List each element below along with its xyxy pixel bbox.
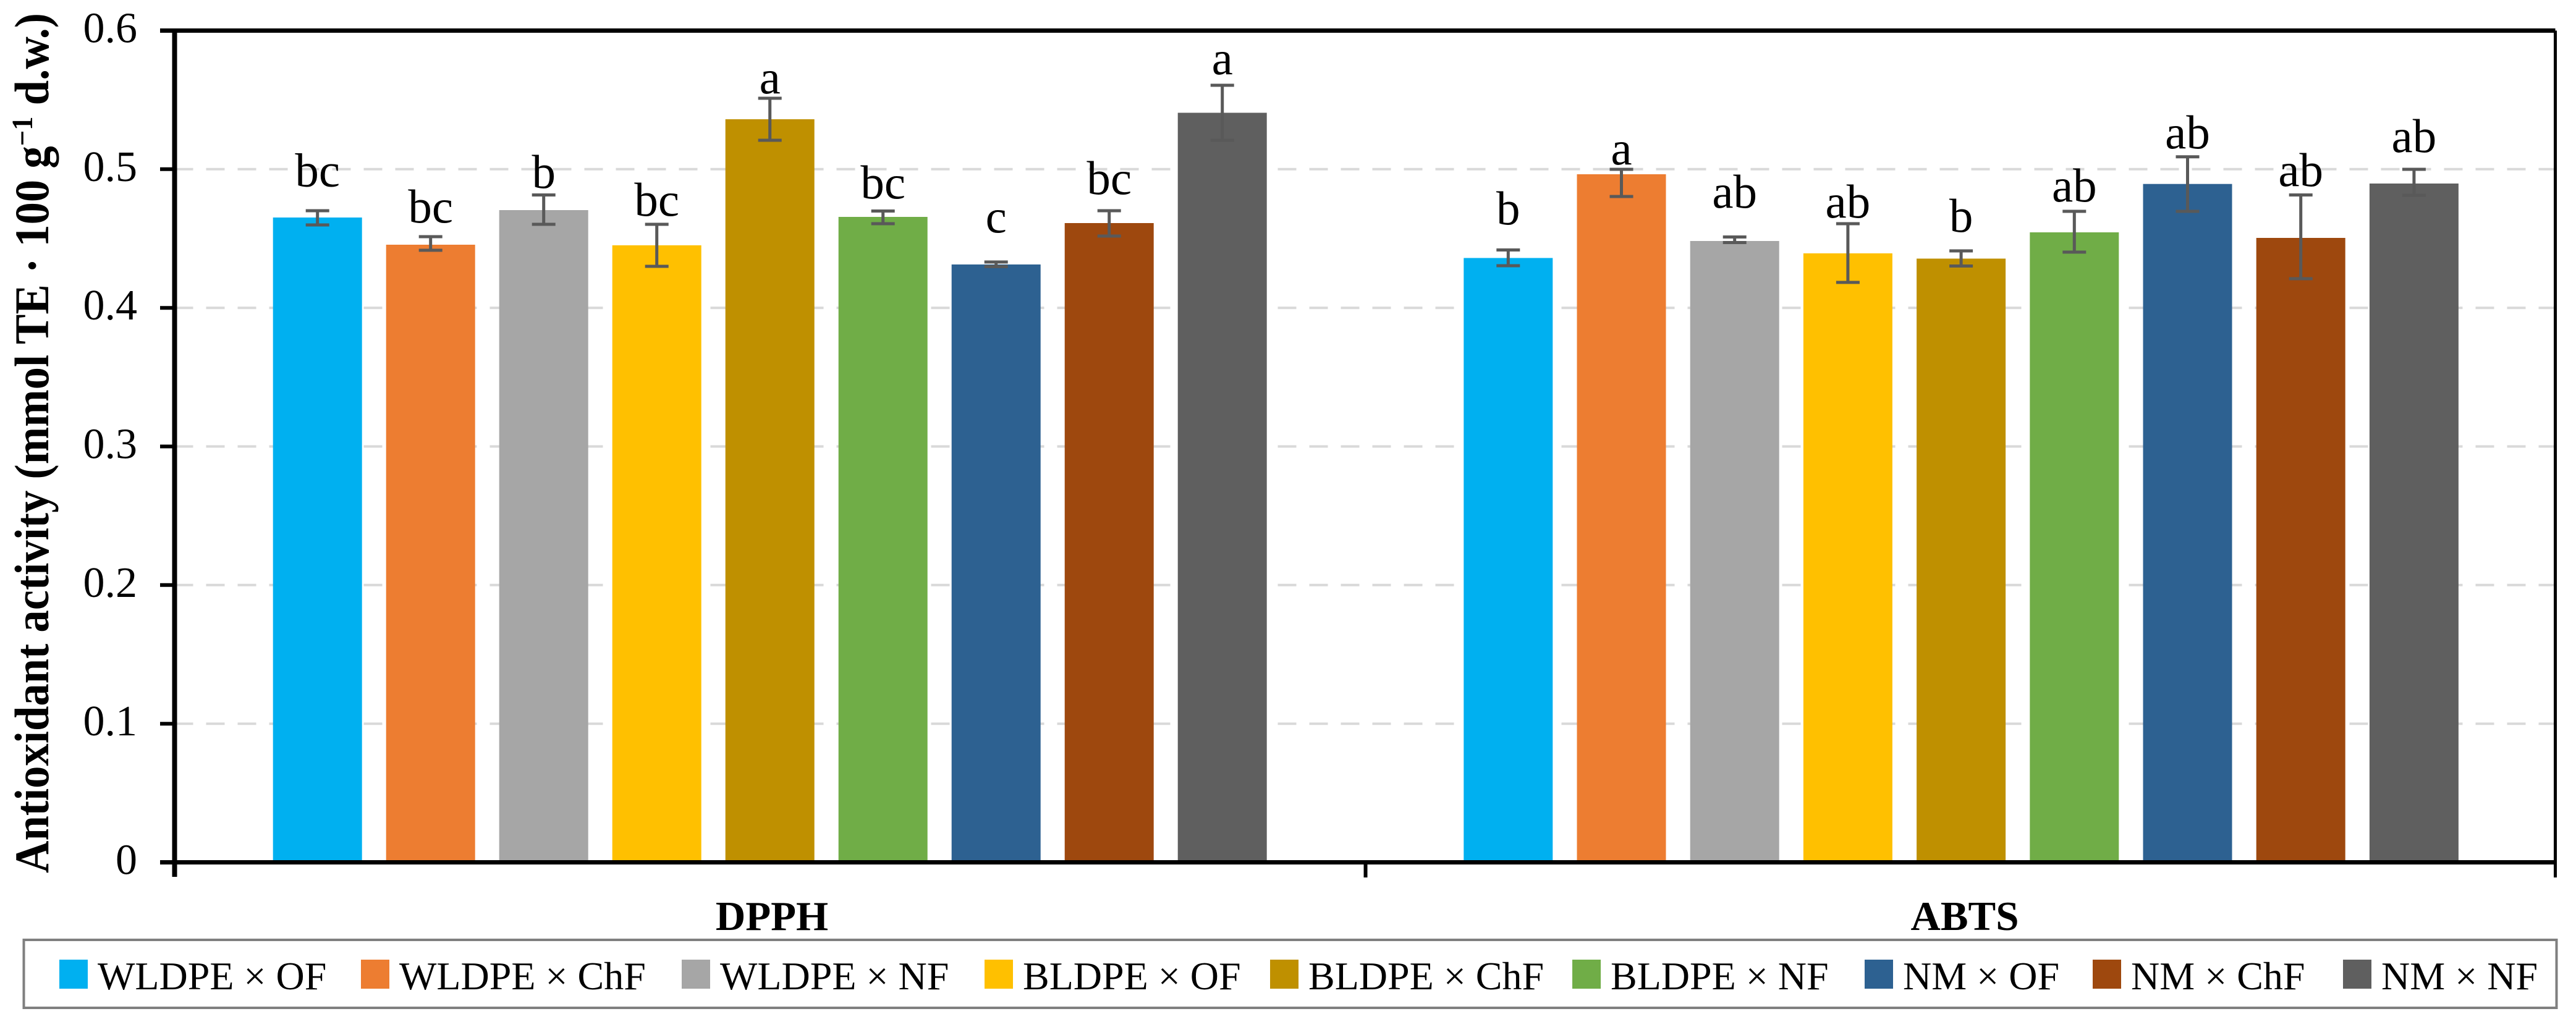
svg-text:ab: ab bbox=[1712, 165, 1757, 218]
svg-text:ab: ab bbox=[2392, 109, 2437, 163]
svg-text:b: b bbox=[1496, 182, 1520, 235]
svg-text:bc: bc bbox=[634, 173, 679, 226]
svg-text:NM × OF: NM × OF bbox=[1903, 954, 2059, 998]
svg-text:0.3: 0.3 bbox=[83, 421, 138, 468]
svg-text:ab: ab bbox=[2165, 106, 2210, 159]
svg-text:ab: ab bbox=[1826, 175, 1871, 228]
svg-text:NM × NF: NM × NF bbox=[2381, 954, 2538, 998]
svg-text:BLDPE × NF: BLDPE × NF bbox=[1611, 954, 1829, 998]
svg-text:BLDPE × ChF: BLDPE × ChF bbox=[1308, 954, 1544, 998]
svg-text:BLDPE × OF: BLDPE × OF bbox=[1023, 954, 1241, 998]
svg-text:bc: bc bbox=[860, 156, 905, 209]
svg-text:bc: bc bbox=[295, 144, 340, 197]
svg-text:DPPH: DPPH bbox=[716, 894, 828, 939]
svg-text:0.1: 0.1 bbox=[83, 698, 138, 745]
svg-text:b: b bbox=[1949, 189, 1973, 242]
svg-text:0.6: 0.6 bbox=[83, 5, 138, 53]
svg-text:bc: bc bbox=[1087, 151, 1132, 205]
svg-text:ABTS: ABTS bbox=[1910, 894, 2019, 939]
svg-text:ab: ab bbox=[2278, 143, 2323, 197]
svg-text:bc: bc bbox=[408, 180, 453, 233]
svg-text:a: a bbox=[760, 51, 781, 104]
svg-text:0.5: 0.5 bbox=[83, 143, 138, 191]
svg-text:0.2: 0.2 bbox=[83, 559, 138, 607]
svg-text:WLDPE × ChF: WLDPE × ChF bbox=[399, 954, 646, 998]
svg-text:0: 0 bbox=[116, 837, 137, 884]
svg-text:NM × ChF: NM × ChF bbox=[2131, 954, 2305, 998]
svg-text:WLDPE × NF: WLDPE × NF bbox=[720, 954, 949, 998]
svg-text:a: a bbox=[1611, 122, 1632, 175]
svg-text:ab: ab bbox=[2052, 159, 2097, 212]
svg-text:b: b bbox=[532, 145, 556, 198]
svg-text:0.4: 0.4 bbox=[83, 282, 138, 329]
svg-text:c: c bbox=[986, 190, 1007, 243]
svg-text:WLDPE × OF: WLDPE × OF bbox=[98, 954, 326, 998]
svg-text:Antioxidant activity (mmol TE: Antioxidant activity (mmol TE · 100 g−1 … bbox=[5, 13, 59, 873]
svg-text:a: a bbox=[1212, 32, 1233, 85]
